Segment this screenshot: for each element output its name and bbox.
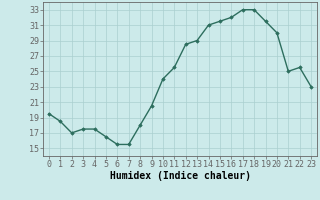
X-axis label: Humidex (Indice chaleur): Humidex (Indice chaleur): [109, 171, 251, 181]
